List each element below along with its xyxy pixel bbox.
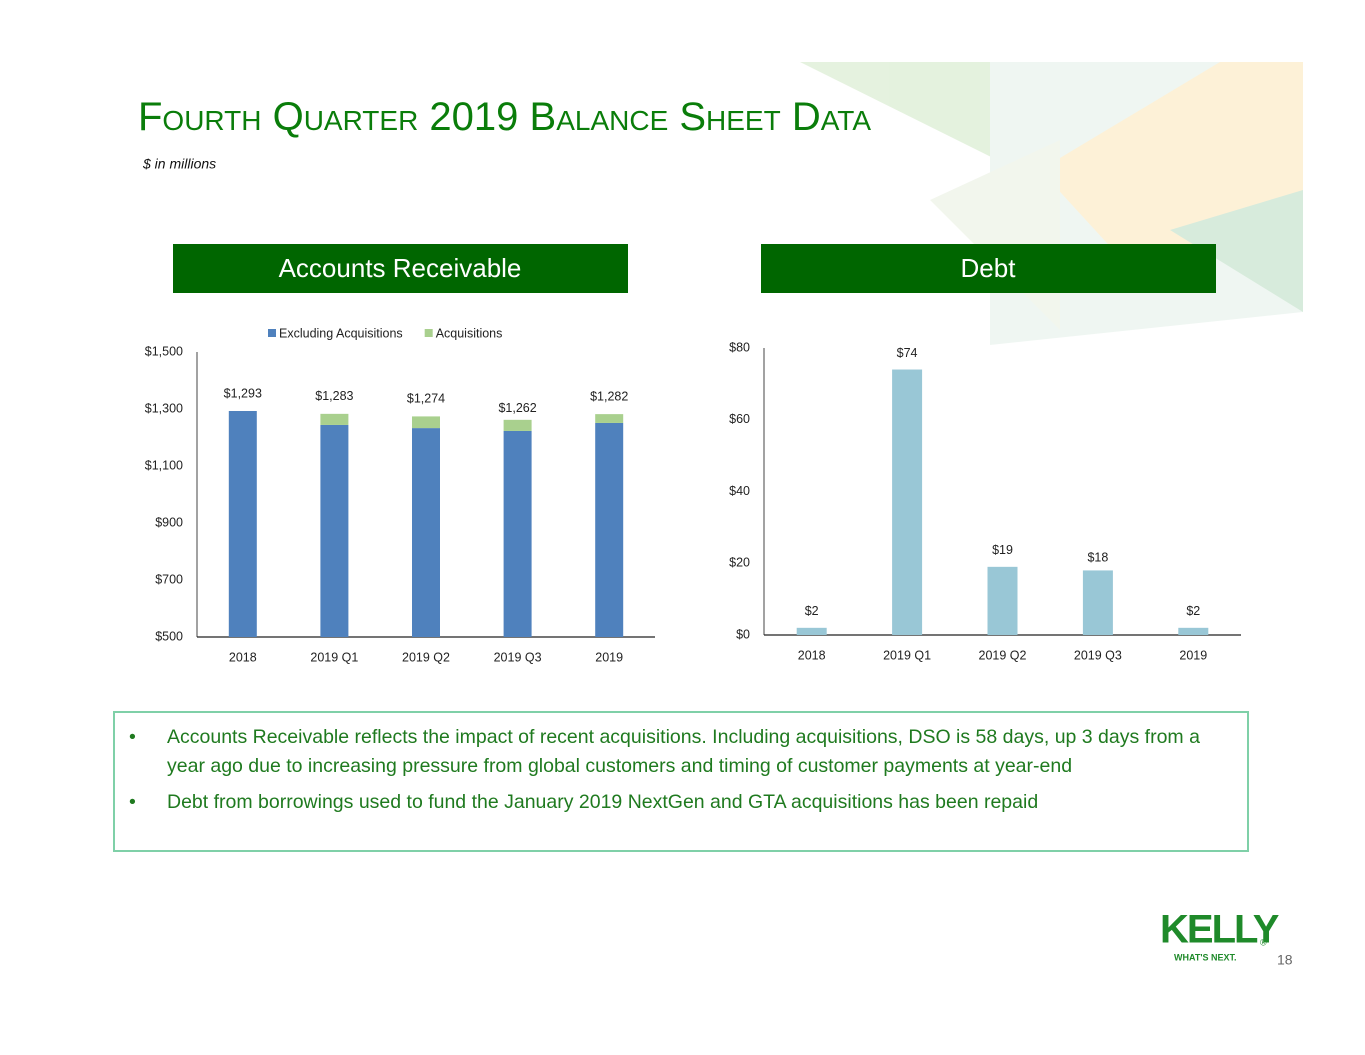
- x-tick-label: 2018: [229, 650, 257, 664]
- bar-segment: [503, 419, 532, 431]
- bar: [987, 566, 1018, 635]
- chart-title: Debt: [961, 253, 1017, 283]
- page-number: 18: [1277, 952, 1293, 968]
- bullet-box: Accounts Receivable reflects the impact …: [113, 711, 1249, 852]
- x-tick-label: 2019: [1179, 648, 1207, 662]
- total-label: $1,282: [590, 389, 628, 403]
- legend-swatch: [268, 329, 276, 337]
- x-tick-label: 2019 Q3: [1074, 648, 1122, 662]
- x-tick-label: 2019 Q1: [310, 650, 358, 664]
- y-tick-label: $20: [729, 556, 750, 570]
- value-label: $19: [992, 543, 1013, 557]
- x-tick-label: 2019 Q2: [402, 650, 450, 664]
- logo-tagline: WHAT'S NEXT.: [1174, 952, 1236, 962]
- x-tick-label: 2018: [798, 648, 826, 662]
- y-tick-label: $500: [155, 629, 183, 643]
- logo-name: KELLY: [1160, 908, 1280, 952]
- bullet: Accounts Receivable reflects the impact …: [129, 723, 1217, 781]
- total-label: $1,262: [498, 401, 536, 415]
- bar: [796, 627, 827, 635]
- bar: [1082, 570, 1113, 635]
- bullet: Debt from borrowings used to fund the Ja…: [129, 788, 1217, 817]
- bar-segment: [320, 413, 349, 425]
- bar-segment: [412, 416, 440, 429]
- logo: KELLY ® WHAT'S NEXT.: [1160, 908, 1282, 963]
- y-tick-label: $40: [729, 484, 750, 498]
- x-tick-label: 2019 Q2: [979, 648, 1027, 662]
- y-tick-label: $1,100: [145, 458, 183, 472]
- value-label: $2: [1186, 604, 1200, 618]
- bar: [892, 369, 923, 635]
- bar-segment: [320, 424, 349, 637]
- y-tick-label: $60: [729, 412, 750, 426]
- y-tick-label: $1,500: [145, 344, 183, 358]
- bar-segment: [595, 414, 624, 423]
- value-label: $74: [897, 346, 918, 360]
- chart-title: Accounts Receivable: [279, 253, 522, 283]
- total-label: $1,274: [407, 392, 445, 406]
- bar-segment: [595, 422, 624, 637]
- value-label: $2: [805, 604, 819, 618]
- bar-segment: [503, 430, 532, 637]
- bullet-list: Accounts Receivable reflects the impact …: [129, 723, 1217, 817]
- chart-header: [173, 244, 628, 293]
- logo-mark: ®: [1260, 937, 1267, 947]
- y-tick-label: $80: [729, 340, 750, 354]
- legend-label: Excluding Acquisitions: [279, 326, 403, 340]
- bar: [1178, 627, 1209, 635]
- y-tick-label: $900: [155, 515, 183, 529]
- total-label: $1,283: [315, 389, 353, 403]
- slide-title: Fourth Quarter 2019 Balance Sheet Data: [138, 95, 871, 139]
- y-tick-label: $0: [736, 627, 750, 641]
- x-tick-label: 2019: [595, 650, 623, 664]
- x-tick-label: 2019 Q1: [883, 648, 931, 662]
- subtitle: $ in millions: [142, 156, 216, 172]
- legend-label: Acquisitions: [436, 326, 503, 340]
- total-label: $1,293: [224, 386, 262, 400]
- x-tick-label: 2019 Q3: [494, 650, 542, 664]
- y-tick-label: $700: [155, 572, 183, 586]
- decoration: [800, 62, 1303, 345]
- bar-segment: [412, 428, 440, 637]
- value-label: $18: [1087, 551, 1108, 565]
- y-tick-label: $1,300: [145, 401, 183, 415]
- legend-swatch: [424, 329, 433, 337]
- chart-header: [761, 244, 1216, 293]
- bar-segment: [228, 410, 257, 637]
